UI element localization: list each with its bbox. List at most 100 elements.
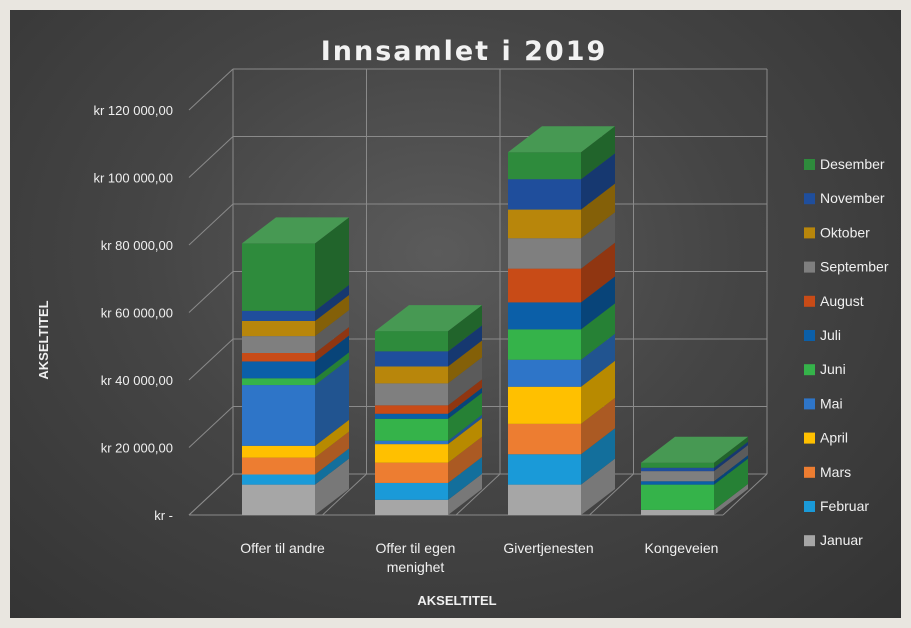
legend-item: Januar [804,532,863,548]
legend-label: Juni [820,361,846,377]
legend-label: Juli [820,327,841,343]
legend-item: November [804,190,885,206]
bar-top-cap [641,436,748,463]
bar-segment [508,183,615,239]
bar-segment [508,303,615,360]
legend-label: Mai [820,395,843,411]
bar-segment [641,455,748,485]
legend-item: Desember [804,156,885,172]
bar-segment [641,441,748,472]
bar-segment [242,217,349,311]
legend-label: November [820,190,885,206]
bar-segment [508,333,615,387]
bar-stack [508,126,615,515]
y-tick-label: kr 120 000,00 [93,103,173,118]
bar-segment [641,445,748,482]
x-tick-label: Offer til andre [240,540,325,556]
x-tick-label: Givertjenesten [503,540,593,556]
legend-label: August [820,293,864,309]
bar-segment [375,418,482,463]
bar-segment [508,153,615,210]
bar-segment [375,473,482,515]
x-tick-label: Kongeveien [645,540,719,556]
legend-item: Oktober [804,224,870,240]
y-tick-label: kr 100 000,00 [93,171,173,186]
legend-swatch [804,227,815,239]
bar-segment [508,458,615,515]
chart-bars [242,126,748,515]
bar-segment [508,242,615,303]
legend-label: September [820,259,889,275]
legend-item: Mars [804,464,851,480]
bar-segment [508,360,615,424]
bar-segment [641,483,748,515]
y-tick-label: kr 20 000,00 [101,441,173,456]
legend-label: Oktober [820,224,870,240]
legend-label: April [820,430,848,446]
bar-segment [375,387,482,419]
bar-segment [641,458,748,510]
bar-top-cap [242,217,349,244]
legend-swatch [804,159,815,170]
bar-segment [242,458,349,515]
legend-swatch [804,535,815,547]
x-axis-ticks: Offer til andre Offer til egen menighet Giv… [240,540,718,575]
bar-segment [242,352,349,386]
bar-stack [242,217,349,515]
legend-item: Juli [804,327,841,343]
bar-segment [242,327,349,362]
legend-swatch [804,398,815,410]
bar-top-cap [508,126,615,153]
legend-swatch [804,193,815,205]
bar-segment [641,436,748,468]
bar-segment [508,397,615,455]
bar-segment [508,276,615,330]
y-axis-title: AKSELTITEL [36,300,51,379]
x-tick-label: Offer til egen menighet [376,540,456,575]
x-axis-title: AKSELTITEL [417,593,496,608]
y-tick-label: kr - [154,508,173,523]
legend-label: Januar [820,532,863,548]
legend-swatch [804,330,815,341]
bar-segment [508,126,615,180]
bar-segment [242,448,349,485]
bar-stack [641,436,748,515]
bar-segment [242,294,349,337]
bar-segment [242,419,349,458]
bar-segment [375,456,482,500]
y-axis-ticks: kr - kr 20 000,00 kr 40 000,00 kr 60 000,00… [93,103,173,523]
bar-segment [508,428,615,485]
legend-swatch [804,295,815,307]
bar-segment [242,359,349,446]
chart-frame: Innsamlet i 2019 kr - kr 20 000,00 kr 40 0… [10,10,901,618]
bar-segment [242,310,349,353]
chart-legend: Desember November Oktober September August Ju… [804,156,889,548]
bar-segment [375,436,482,483]
bar-segment [242,335,349,379]
bar-segment [375,305,482,352]
chart-svg: Innsamlet i 2019 kr - kr 20 000,00 kr 40 0… [36,36,889,608]
legend-label: Desember [820,156,885,172]
bar-stack [375,305,482,515]
legend-swatch [804,501,815,512]
legend-item: April [804,430,848,446]
bar-segment [242,284,349,321]
bar-segment [242,431,349,475]
chart-gridlines [188,68,768,516]
legend-label: Februar [820,498,869,514]
y-tick-label: kr 80 000,00 [101,238,173,253]
bar-segment [508,212,615,269]
bar-segment [375,340,482,384]
legend-item: September [804,259,889,275]
bar-segment [375,392,482,441]
legend-swatch [804,364,815,376]
legend-label: Mars [820,464,851,480]
bar-segment [375,414,482,445]
legend-item: August [804,293,864,309]
y-tick-label: kr 60 000,00 [101,306,173,321]
chart-title: Innsamlet i 2019 [321,36,608,67]
legend-item: Juni [804,361,846,377]
legend-item: Februar [804,498,869,514]
bar-top-cap [375,305,482,332]
legend-swatch [804,466,815,478]
